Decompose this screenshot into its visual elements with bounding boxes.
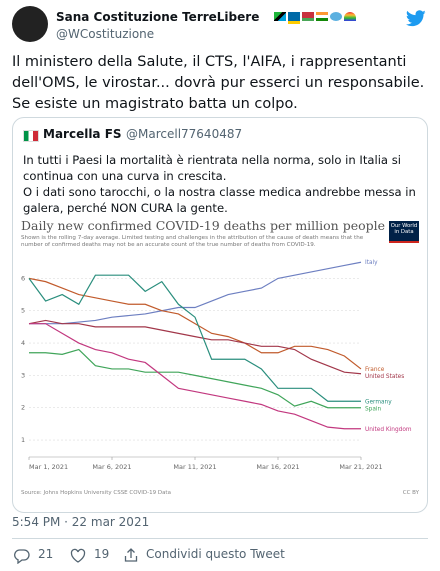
- chart: Daily new confirmed COVID-19 deaths per …: [21, 218, 420, 496]
- series-label: United States: [365, 374, 404, 380]
- y-tick-label: 6: [21, 274, 25, 282]
- quote-paragraph: In tutti i Paesi la mortalità è rientrat…: [23, 153, 401, 183]
- y-tick-label: 1: [21, 436, 25, 444]
- series-label: United Kingdom: [365, 427, 412, 433]
- timestamp[interactable]: 5:54 PM · 22 mar 2021: [12, 515, 150, 529]
- tweet-text: Il ministero della Salute, il CTS, l'AIF…: [12, 54, 425, 112]
- series-line: [29, 261, 362, 325]
- series-line: [28, 274, 361, 402]
- reply-icon[interactable]: [14, 548, 30, 564]
- series-line: [29, 348, 361, 409]
- series-label: France: [365, 367, 385, 373]
- series-line: [28, 319, 362, 375]
- chart-subtitle: Shown is the rolling 7-day average. Limi…: [21, 235, 364, 248]
- twitter-logo[interactable]: [406, 10, 426, 27]
- quote-text: In tutti i Paesi la mortalità è rientrat…: [23, 152, 419, 216]
- logo-text: Our World in Data: [390, 223, 418, 235]
- series-line: [29, 323, 361, 430]
- chart-subtitle-box: Shown is the rolling 7-day average. Limi…: [21, 235, 364, 248]
- share-icon[interactable]: [123, 547, 139, 563]
- x-tick-label: Mar 16, 2021: [256, 463, 299, 471]
- logo-stripe: [389, 241, 419, 243]
- quote-avatar: [23, 130, 39, 142]
- divider: [12, 538, 428, 539]
- reply-count: 21: [38, 547, 54, 561]
- x-tick-label: Mar 11, 2021: [173, 463, 216, 471]
- y-tick-label: 2: [21, 404, 25, 412]
- name-flags: [274, 12, 356, 24]
- plot: 1 2 3 4 5 6 Mar 1, 2021 Mar 6, 2021 Mar 11, 2021…: [21, 260, 412, 471]
- quoted-tweet[interactable]: Marcella FS @Marcell77640487 In tutti i …: [12, 117, 428, 513]
- quote-author-name: Marcella FS: [43, 127, 122, 141]
- quote-paragraph: O i dati sono tarocchi, o la nostra clas…: [23, 185, 416, 215]
- x-tick-label: Mar 6, 2021: [92, 463, 131, 471]
- y-tick-label: 5: [21, 307, 25, 315]
- x-tick-label: Mar 21, 2021: [339, 463, 382, 471]
- series-label: Italy: [365, 260, 378, 266]
- series-label: Spain: [365, 406, 382, 412]
- chart-title: Daily new confirmed COVID-19 deaths per …: [21, 218, 385, 233]
- chart-source: Source: Johns Hopkins University CSSE CO…: [21, 490, 171, 496]
- quote-author-handle: @Marcell77640487: [126, 127, 243, 141]
- logo-box: [389, 221, 419, 243]
- chart-license: CC BY: [403, 490, 420, 496]
- author-handle[interactable]: @WCostituzione: [56, 27, 155, 41]
- like-count: 19: [94, 547, 110, 561]
- x-tick-label: Mar 1, 2021: [29, 463, 68, 471]
- author-name[interactable]: Sana Costituzione TerreLibere: [56, 10, 260, 24]
- logo-text-box: Our World in Data: [390, 223, 418, 235]
- y-tick-label: 3: [21, 371, 25, 379]
- share-label[interactable]: Condividi questo Tweet: [146, 547, 285, 561]
- like-icon[interactable]: [70, 548, 86, 564]
- y-tick-label: 4: [21, 339, 25, 347]
- avatar[interactable]: [12, 6, 48, 42]
- series-label: Germany: [365, 399, 392, 405]
